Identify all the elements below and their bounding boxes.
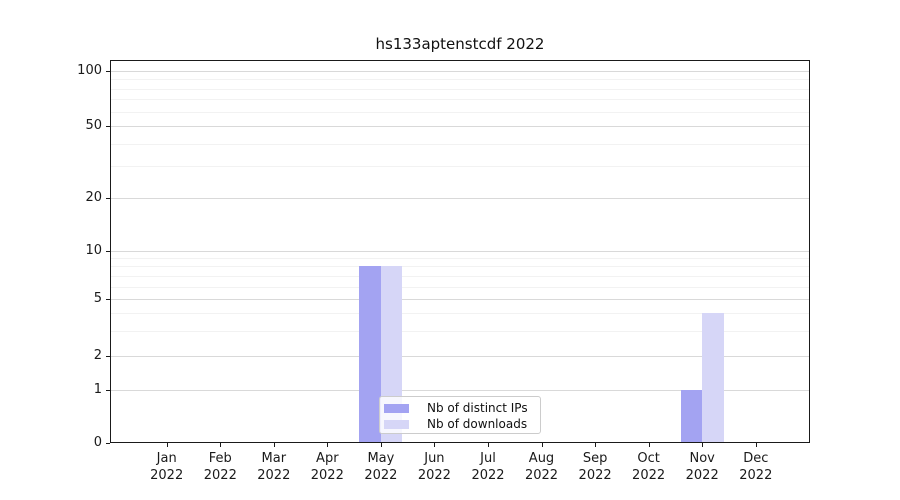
y-tick — [106, 250, 110, 252]
legend-item-distinct-ips: Nb of distinct IPs — [384, 400, 540, 416]
x-tick — [702, 443, 704, 447]
gridline-minor — [110, 99, 810, 101]
gridline-minor — [110, 111, 810, 113]
x-tick — [755, 443, 757, 447]
x-tick-month: Jan — [156, 451, 177, 466]
gridline-major — [110, 126, 810, 127]
gridline-minor — [110, 275, 810, 277]
gridline-minor — [110, 313, 810, 315]
y-tick-label: 0 — [93, 435, 102, 450]
x-tick-year: 2022 — [632, 468, 666, 483]
x-tick-month: Apr — [316, 451, 339, 466]
gridline-minor — [110, 88, 810, 90]
legend: Nb of distinct IPs Nb of downloads — [379, 396, 541, 434]
x-tick-month: Nov — [689, 451, 715, 466]
x-tick-label: Jul 2022 — [446, 450, 530, 484]
gridline-minor — [110, 330, 810, 332]
gridline-major — [110, 71, 810, 72]
x-tick — [220, 443, 222, 447]
y-tick — [106, 390, 110, 391]
x-tick-year: 2022 — [310, 468, 344, 483]
x-tick — [166, 443, 168, 447]
bar-distinct-ips-nov — [680, 390, 703, 443]
x-tick-label: Aug 2022 — [500, 450, 584, 484]
x-tick-label: Feb 2022 — [178, 450, 262, 484]
bar-distinct-ips-may — [359, 266, 381, 443]
gridline-minor — [110, 286, 810, 288]
legend-swatch — [384, 419, 409, 429]
x-tick-label: May 2022 — [339, 450, 423, 484]
x-tick-year: 2022 — [685, 468, 719, 483]
x-tick-label: Nov 2022 — [660, 450, 744, 484]
y-tick — [106, 71, 110, 72]
x-tick-year: 2022 — [203, 468, 237, 483]
gridline-minor — [110, 166, 810, 167]
x-tick-month: Jul — [480, 451, 496, 466]
x-tick-month: Sep — [582, 451, 608, 466]
gridline-minor — [110, 79, 810, 81]
x-tick-year: 2022 — [524, 468, 559, 483]
x-tick — [380, 443, 382, 447]
x-tick-year: 2022 — [471, 468, 505, 483]
x-tick — [273, 443, 275, 447]
y-tick-label: 5 — [93, 291, 102, 307]
x-tick-year: 2022 — [150, 468, 184, 483]
gridline-minor — [110, 266, 810, 268]
x-tick — [595, 443, 597, 447]
gridline-minor — [110, 143, 810, 145]
x-tick-label: Mar 2022 — [232, 450, 316, 484]
chart-title: hs133aptenstcdf 2022 — [375, 35, 545, 53]
x-tick-year: 2022 — [578, 468, 612, 483]
gridline-major — [110, 356, 810, 357]
x-tick-month: May — [367, 451, 395, 466]
gridline-major — [110, 390, 810, 391]
x-tick-year: 2022 — [364, 468, 398, 483]
x-tick-label: Apr 2022 — [285, 450, 369, 484]
y-tick — [106, 299, 110, 301]
x-tick-label: Jun 2022 — [392, 450, 476, 484]
y-tick — [106, 356, 110, 357]
plot-area: Nb of distinct IPs Nb of downloads — [110, 60, 810, 443]
x-tick — [648, 443, 650, 447]
x-tick-year: 2022 — [739, 468, 773, 483]
y-tick-label: 2 — [93, 348, 102, 363]
legend-item-downloads: Nb of downloads — [384, 416, 540, 432]
x-tick-month: Aug — [528, 451, 555, 466]
x-tick-label: Oct 2022 — [607, 450, 691, 484]
x-tick-month: Jun — [424, 451, 445, 466]
x-tick — [327, 443, 329, 447]
gridline-major — [110, 250, 810, 252]
x-tick-label: Sep 2022 — [553, 450, 637, 484]
x-tick-year: 2022 — [257, 468, 291, 483]
x-tick-month: Mar — [261, 451, 287, 466]
x-tick-label: Dec 2022 — [714, 450, 798, 484]
bar-downloads-nov — [702, 313, 724, 443]
y-tick-label: 20 — [85, 189, 102, 205]
legend-label: Nb of distinct IPs — [427, 400, 528, 415]
x-tick — [434, 443, 436, 447]
x-tick — [541, 443, 543, 447]
y-tick — [106, 197, 110, 199]
gridline-major — [110, 299, 810, 301]
gridline-minor — [110, 258, 810, 260]
y-tick-label: 50 — [85, 118, 102, 133]
y-tick — [106, 126, 110, 127]
x-tick-month: Feb — [208, 451, 232, 466]
x-tick-month: Oct — [637, 451, 660, 466]
legend-swatch — [384, 403, 409, 413]
y-tick-label: 1 — [93, 382, 102, 397]
x-tick-year: 2022 — [417, 468, 451, 483]
x-tick-label: Jan 2022 — [125, 450, 209, 484]
y-tick-label: 10 — [85, 242, 102, 258]
legend-label: Nb of downloads — [427, 416, 528, 431]
y-tick — [106, 443, 110, 444]
y-tick-label: 100 — [77, 63, 102, 78]
x-tick-month: Dec — [743, 451, 769, 466]
gridline-major — [110, 197, 810, 199]
x-tick — [488, 443, 489, 447]
